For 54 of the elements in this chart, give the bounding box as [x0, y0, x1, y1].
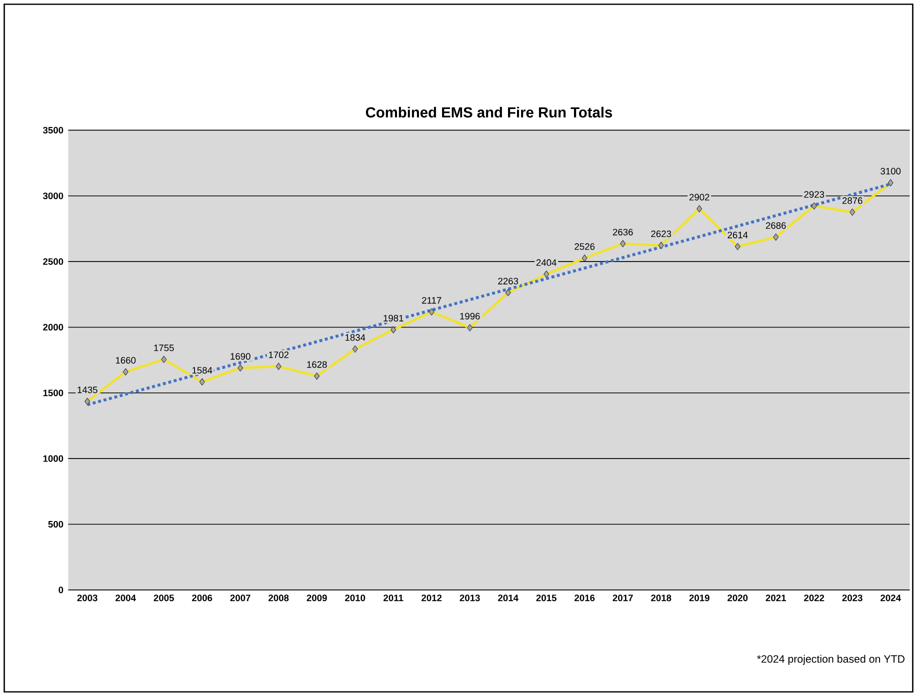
x-tick-label: 2018 [651, 594, 672, 602]
data-label: 1435 [78, 386, 98, 394]
data-label: 3100 [880, 168, 901, 174]
data-label: 2117 [422, 297, 442, 304]
x-tick-label: 2009 [306, 594, 327, 602]
data-label: 1755 [154, 344, 174, 352]
y-tick-label: 1500 [43, 390, 64, 396]
y-tick-label: 2000 [43, 324, 64, 330]
x-tick-label: 2008 [268, 594, 289, 602]
y-tick-label: 2500 [43, 258, 64, 265]
data-label: 1660 [116, 356, 136, 364]
data-label: 1702 [268, 351, 289, 358]
x-tick-label: 2022 [804, 594, 824, 602]
data-label: 1834 [345, 334, 366, 341]
x-tick-label: 2010 [345, 594, 366, 602]
data-label: 1584 [192, 366, 212, 374]
x-tick-label: 2014 [498, 594, 518, 602]
data-label: 2263 [498, 278, 518, 284]
x-tick-label: 2006 [192, 594, 212, 602]
data-label: 2526 [574, 243, 595, 250]
y-tick-label: 1000 [43, 455, 64, 462]
x-tick-label: 2020 [728, 594, 748, 602]
y-tick-label: 500 [48, 520, 64, 528]
y-tick-label: 3500 [42, 126, 64, 134]
data-label: 2404 [536, 259, 556, 266]
data-label: 2902 [689, 194, 710, 200]
x-tick-label: 2004 [116, 594, 136, 602]
data-label: 2614 [728, 232, 748, 238]
data-label: 2686 [766, 222, 786, 229]
x-tick-label: 2011 [384, 594, 404, 602]
data-label: 1996 [460, 312, 480, 320]
x-tick-label: 2015 [536, 594, 556, 602]
data-label: 1628 [307, 361, 327, 368]
x-tick-label: 2016 [574, 594, 595, 602]
data-label: 2636 [612, 228, 633, 236]
x-tick-label: 2005 [154, 594, 174, 602]
x-tick-label: 2024 [880, 594, 901, 602]
x-tick-label: 2013 [460, 594, 480, 602]
text: *2024 projection based on YTD [757, 654, 904, 665]
x-tick-label: 2012 [422, 594, 442, 602]
chart-title: Combined EMS and Fire Run Totals [366, 106, 612, 118]
data-label: 1981 [384, 314, 404, 322]
x-tick-label: 2007 [230, 594, 250, 602]
x-tick-label: 2023 [842, 594, 862, 602]
x-tick-label: 2021 [766, 594, 786, 602]
y-tick-label: 0 [58, 586, 64, 594]
x-tick-label: 2017 [612, 594, 633, 602]
data-label: 2923 [804, 191, 824, 198]
data-label: 2623 [651, 230, 672, 238]
y-tick-label: 3000 [42, 192, 64, 200]
x-tick-label: 2019 [689, 594, 710, 602]
x-tick-label: 2003 [77, 594, 98, 602]
data-label: 2876 [842, 197, 862, 204]
data-label: 1690 [230, 353, 250, 360]
